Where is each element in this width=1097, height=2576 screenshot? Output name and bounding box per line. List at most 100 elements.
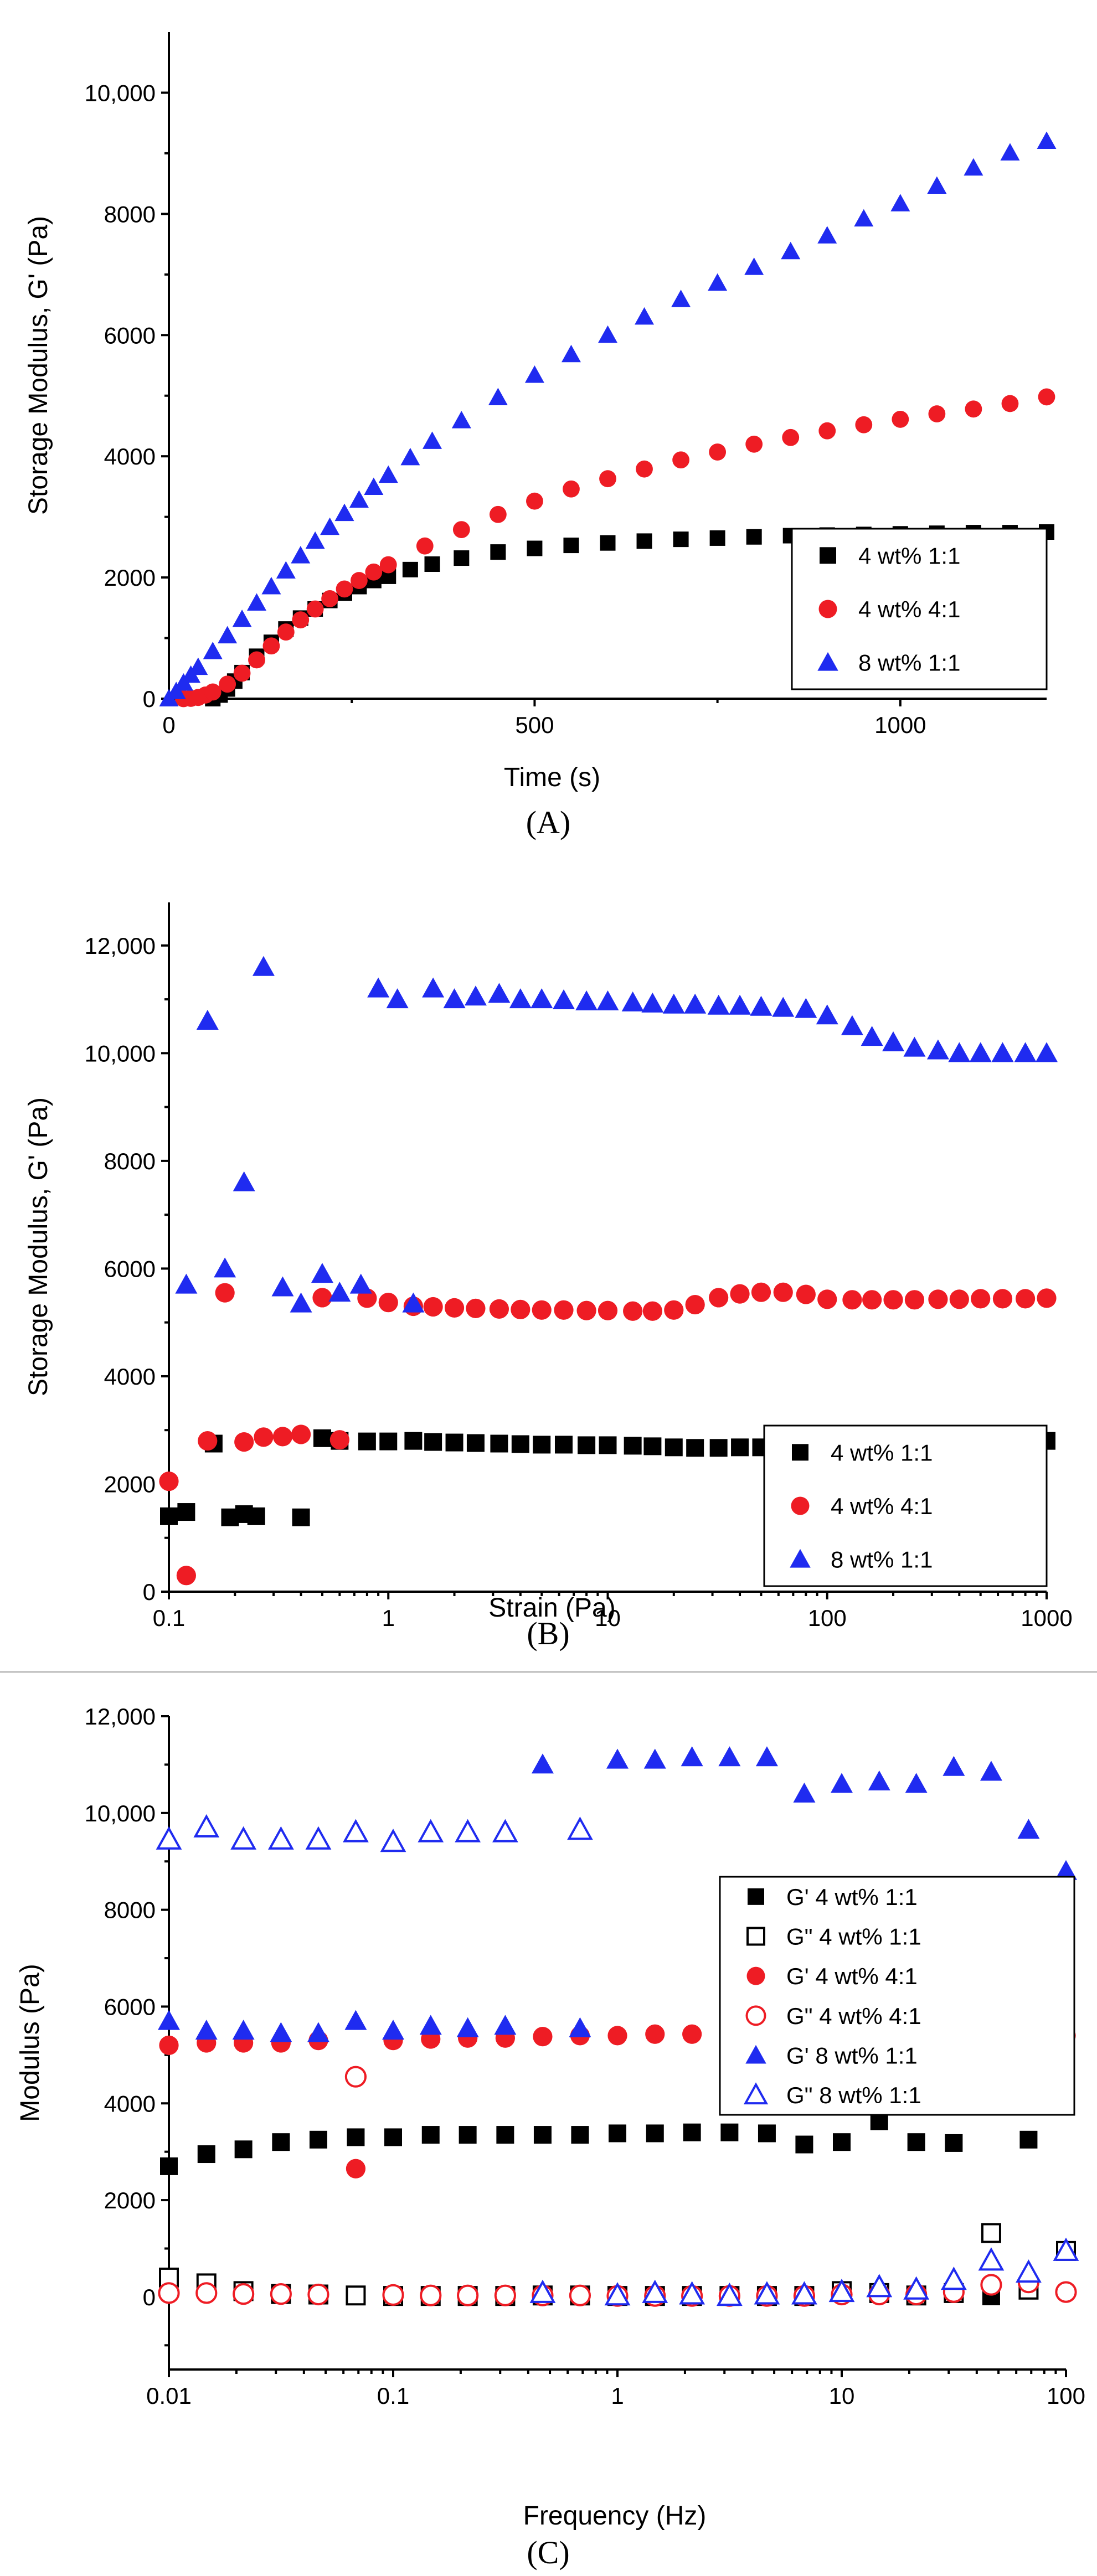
data-point bbox=[746, 529, 762, 545]
legend-marker bbox=[743, 2082, 769, 2105]
data-point bbox=[524, 365, 544, 383]
legend: G' 4 wt% 1:1 G" 4 wt% 1:1 G' 4 wt% 4:1 G" 4… bbox=[719, 1876, 1075, 2116]
data-point bbox=[862, 1290, 882, 1310]
legend-label: G" 8 wt% 1:1 bbox=[786, 2082, 921, 2108]
data-point bbox=[494, 2284, 516, 2306]
legend-marker bbox=[746, 1927, 765, 1946]
data-point bbox=[709, 1288, 729, 1308]
data-point bbox=[309, 2130, 327, 2149]
data-point bbox=[277, 623, 295, 641]
data-point bbox=[782, 429, 800, 446]
data-point bbox=[343, 1819, 369, 1842]
data-point bbox=[378, 465, 398, 483]
x-tick-label: 100 bbox=[808, 1605, 847, 1631]
series-g-8-wt-1-1 bbox=[156, 1814, 1079, 2306]
series-8-wt-1-1 bbox=[175, 956, 1058, 1313]
data-point bbox=[643, 1437, 662, 1455]
data-point bbox=[351, 572, 368, 589]
data-point bbox=[526, 492, 543, 510]
data-point bbox=[492, 1819, 518, 1842]
data-point bbox=[554, 1436, 573, 1454]
data-point bbox=[496, 2126, 514, 2144]
data-point bbox=[464, 985, 487, 1006]
legend-label: 4 wt% 4:1 bbox=[831, 1493, 933, 1519]
data-point bbox=[1053, 2237, 1079, 2261]
data-point bbox=[418, 1819, 444, 1842]
data-point bbox=[791, 2281, 817, 2305]
data-point bbox=[292, 1508, 310, 1526]
data-point bbox=[271, 1276, 294, 1297]
data-point bbox=[402, 1292, 425, 1313]
legend-label: 4 wt% 1:1 bbox=[858, 543, 960, 569]
data-point bbox=[158, 2282, 180, 2304]
data-point bbox=[965, 400, 982, 418]
data-point bbox=[188, 657, 208, 675]
data-point bbox=[561, 344, 581, 363]
data-point bbox=[456, 2017, 479, 2037]
data-point bbox=[488, 388, 508, 406]
legend-box bbox=[763, 1424, 1048, 1587]
data-point bbox=[402, 561, 418, 577]
data-point bbox=[424, 556, 440, 572]
legend-label: 4 wt% 1:1 bbox=[831, 1439, 933, 1465]
chart-panel-a: 0 2000 4000 6000 8000 10,000 0 500 1000 Time (s) S… bbox=[24, 32, 1057, 840]
data-point bbox=[254, 1427, 274, 1447]
data-point bbox=[943, 1756, 965, 1776]
data-point bbox=[305, 531, 325, 549]
data-point bbox=[159, 1472, 179, 1491]
data-point bbox=[665, 1438, 683, 1457]
data-point bbox=[198, 1431, 218, 1451]
data-point bbox=[230, 1826, 257, 1850]
data-point bbox=[307, 2022, 329, 2042]
x-tick-label: 500 bbox=[515, 712, 554, 738]
data-point bbox=[291, 546, 311, 564]
data-point bbox=[529, 2279, 556, 2303]
x-tick-label: 1 bbox=[382, 1605, 395, 1631]
data-point bbox=[423, 1297, 443, 1317]
data-point bbox=[307, 2283, 329, 2306]
data-point bbox=[214, 1257, 236, 1278]
data-point bbox=[195, 2020, 218, 2040]
data-point bbox=[971, 1289, 991, 1309]
data-point bbox=[215, 1283, 235, 1303]
data-point bbox=[905, 1773, 928, 1793]
data-point bbox=[883, 1290, 903, 1310]
panel-label: (C) bbox=[527, 2534, 569, 2570]
data-point bbox=[159, 2035, 179, 2055]
data-point bbox=[681, 1746, 703, 1767]
data-point bbox=[384, 2128, 402, 2146]
data-point bbox=[907, 2133, 925, 2151]
data-point bbox=[662, 993, 685, 1014]
data-point bbox=[636, 460, 653, 478]
data-point bbox=[868, 1770, 890, 1790]
data-point bbox=[452, 521, 470, 539]
data-point bbox=[232, 2020, 255, 2040]
data-point bbox=[489, 505, 507, 523]
data-point bbox=[940, 2267, 967, 2290]
data-point bbox=[600, 535, 616, 551]
x-tick-label: 0 bbox=[162, 712, 175, 738]
data-point bbox=[329, 1430, 349, 1450]
data-point bbox=[261, 577, 281, 595]
data-point bbox=[781, 241, 801, 260]
data-point bbox=[817, 226, 837, 244]
legend-label: G' 4 wt% 4:1 bbox=[786, 1963, 918, 1989]
legend-marker bbox=[817, 652, 838, 671]
data-point bbox=[980, 2274, 1002, 2296]
data-point bbox=[671, 290, 691, 307]
data-point bbox=[203, 642, 223, 659]
data-point bbox=[422, 977, 445, 998]
data-point bbox=[270, 2283, 292, 2305]
legend-label: 4 wt% 4:1 bbox=[858, 596, 960, 622]
data-point bbox=[928, 405, 946, 422]
data-point bbox=[866, 2274, 893, 2298]
data-point bbox=[673, 531, 689, 548]
data-point bbox=[575, 990, 598, 1010]
data-point bbox=[927, 176, 947, 194]
data-point bbox=[731, 1438, 749, 1457]
data-point bbox=[1000, 143, 1020, 161]
y-tick-label: 10,000 bbox=[85, 80, 156, 106]
y-tick-label: 8000 bbox=[104, 1897, 156, 1923]
data-point bbox=[459, 2126, 477, 2144]
data-point bbox=[623, 1301, 643, 1321]
